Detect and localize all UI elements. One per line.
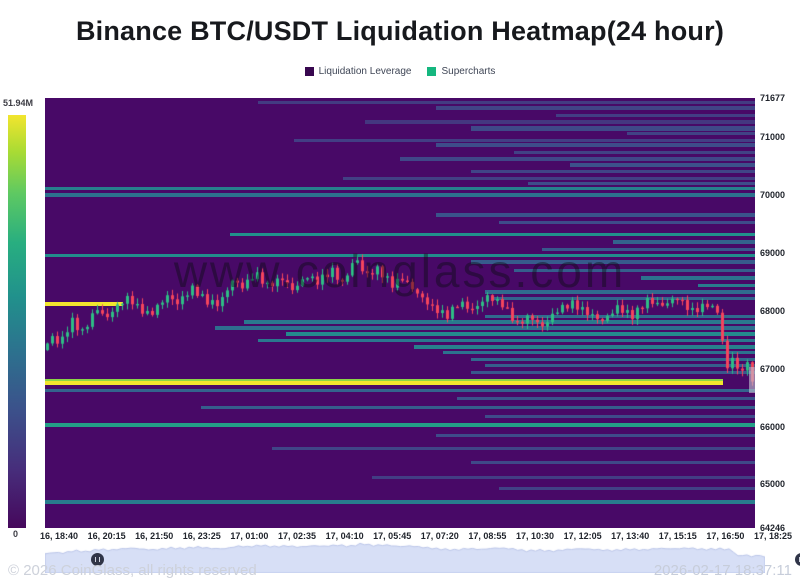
chart-legend: Liquidation Leverage Supercharts	[0, 66, 800, 77]
grip-icon	[95, 557, 100, 562]
price-axis-tick: 70000	[760, 190, 786, 201]
time-axis-tick: 17, 16:50	[706, 531, 745, 541]
time-axis-tick: 17, 01:00	[230, 531, 269, 541]
timestamp-text: 2026-02-17 18:37:11	[653, 562, 792, 579]
time-axis-tick: 17, 07:20	[420, 531, 459, 541]
supercharts-swatch-icon	[427, 67, 437, 76]
legend-item-label: Liquidation Leverage	[318, 66, 412, 77]
time-axis-tick: 17, 10:30	[515, 531, 555, 541]
colorbar-max-label: 51.94M	[3, 98, 34, 108]
time-axis-tick: 17, 13:40	[611, 531, 650, 541]
price-axis-tick: 66000	[760, 421, 786, 432]
candlestick-canvas	[45, 98, 755, 528]
time-axis-tick: 17, 05:45	[373, 531, 412, 541]
time-axis-tick: 17, 04:10	[325, 531, 364, 541]
colorbar-min-label: 0	[13, 529, 19, 539]
time-axis-tick: 17, 08:55	[468, 531, 507, 541]
legend-item-label: Supercharts	[441, 66, 496, 77]
copyright-text: © 2026 CoinGlass, all rights reserved	[8, 562, 257, 579]
price-axis-tick: 71000	[760, 132, 786, 143]
liquidation-leverage-swatch-icon	[304, 67, 314, 76]
navigator-minichart	[45, 540, 765, 573]
price-axis-tick: 65000	[760, 479, 786, 490]
time-axis-tick: 17, 15:15	[658, 531, 697, 541]
page-title: Binance BTC/USDT Liquidation Heatmap(24 …	[75, 16, 725, 46]
price-axis-tick: 71677	[760, 93, 786, 103]
legend-item-liquidation-leverage[interactable]: Liquidation Leverage	[304, 66, 412, 77]
last-candle-highlight	[749, 367, 755, 393]
legend-item-supercharts[interactable]: Supercharts	[427, 66, 495, 77]
colorbar-gradient	[8, 115, 26, 528]
time-axis-tick: 17, 02:35	[277, 531, 317, 541]
time-axis-tick: 16, 23:25	[182, 531, 221, 541]
navigator-scrollbar[interactable]	[45, 540, 800, 573]
navigator-handle-right[interactable]	[795, 553, 800, 566]
time-axis-tick: 16, 18:40	[39, 531, 79, 541]
time-axis-tick: 17, 12:05	[563, 531, 602, 541]
time-axis-tick: 17, 18:25	[753, 531, 793, 541]
price-axis-tick: 68000	[760, 305, 786, 316]
time-axis-tick: 16, 21:50	[135, 531, 174, 541]
price-axis-tick: 69000	[760, 247, 786, 258]
navigator-handle-left[interactable]	[91, 553, 104, 566]
heatmap-plot-area[interactable]: www.coinglass.com	[45, 98, 755, 528]
price-axis-tick: 64246	[760, 523, 786, 533]
price-axis-tick: 67000	[760, 363, 786, 374]
time-axis-tick: 16, 20:15	[87, 531, 126, 541]
